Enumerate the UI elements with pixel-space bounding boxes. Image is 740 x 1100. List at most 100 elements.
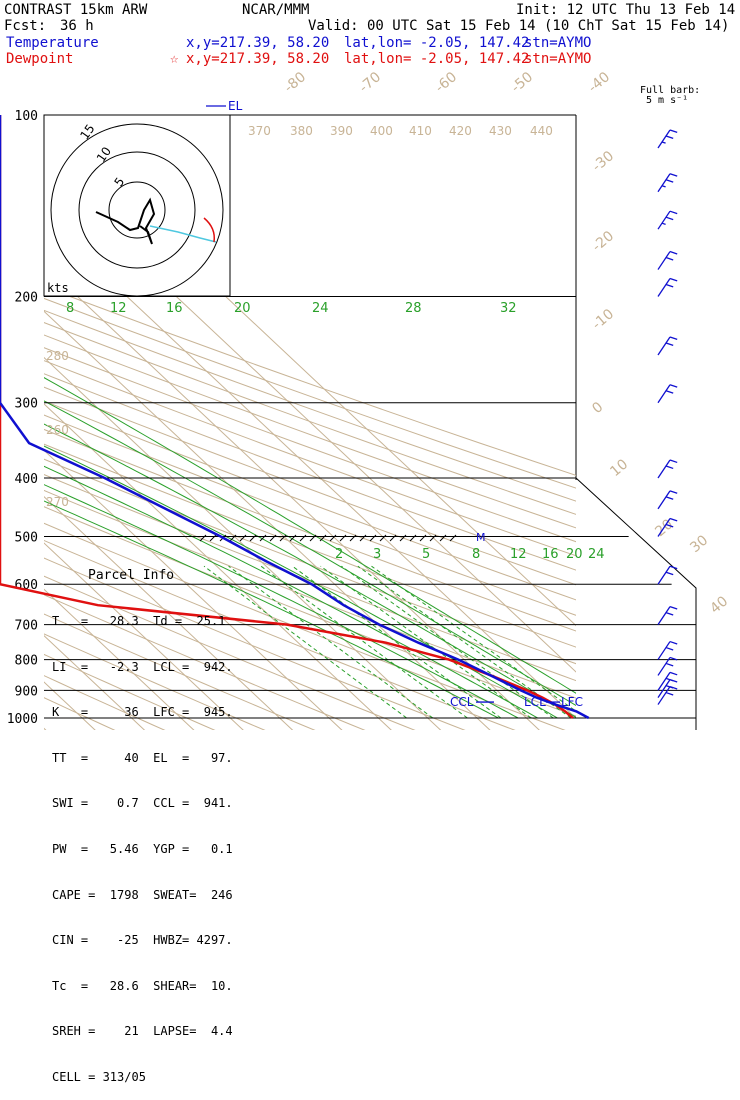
isentrope-label: 440	[530, 124, 553, 138]
wind-barb	[657, 490, 671, 510]
pressure-tick-label: 100	[15, 109, 38, 124]
wind-barb	[657, 459, 671, 479]
wind-barb-flag	[665, 662, 674, 667]
mixing-ratio-line	[320, 565, 532, 719]
dry-adiabat	[44, 594, 366, 730]
isotherm	[44, 495, 294, 730]
parcel-row: SREH = 21 LAPSE= 4.4	[52, 1024, 233, 1039]
wind-barb	[657, 251, 671, 270]
hatch-mark	[229, 534, 237, 542]
hatch-mark	[449, 534, 457, 542]
hatch-mark	[359, 534, 367, 542]
wind-barb-flag	[665, 216, 674, 221]
center-name: NCAR/MMM	[242, 2, 310, 18]
dewpoint-legend-latlon: lat,lon= -2.05, 147.42	[344, 51, 530, 67]
hatch-mark	[419, 534, 427, 542]
dewpoint-legend-marker: ☆	[170, 51, 179, 67]
dry-adiabat	[44, 539, 516, 730]
dewpoint-line	[0, 115, 574, 719]
mixing-ratio-line	[357, 565, 572, 719]
hodograph-trace-red	[203, 217, 216, 243]
dry-adiabat	[44, 522, 566, 730]
mixing-ratio-label: 20	[566, 547, 583, 562]
hodograph-units: kts	[47, 281, 69, 295]
parcel-info-panel: Parcel Info T = 28.3 Td = 25.1 LI = -2.3…	[0, 538, 240, 1100]
mixing-ratio-label: 28	[405, 301, 422, 316]
wind-barb	[657, 518, 671, 537]
dry-adiabat	[44, 653, 216, 730]
hatch-mark	[399, 534, 407, 542]
hatch-mark	[299, 534, 307, 542]
hatch-mark	[349, 534, 357, 542]
dry-adiabat	[44, 443, 576, 648]
wind-barb-flag	[669, 173, 678, 177]
isentrope-label: 370	[248, 124, 271, 138]
hodograph-ring	[78, 151, 196, 269]
el-label: EL	[228, 99, 243, 113]
parcel-row: CIN = -25 HWBZ= 4297.	[52, 933, 233, 948]
dry-adiabat	[44, 360, 576, 557]
mixing-ratio-label: 16	[166, 301, 183, 316]
isotherm-label: -20	[589, 228, 617, 255]
isotherm	[44, 449, 343, 730]
wind-barb-flag	[669, 459, 678, 464]
isotherm-label: -10	[589, 306, 617, 333]
mixing-ratio-line	[371, 565, 576, 712]
forecast-hours: 36 h	[60, 18, 94, 34]
isotherm-label: -30	[589, 148, 617, 175]
isentrope-label: 410	[409, 124, 432, 138]
hatch-mark	[439, 534, 447, 542]
wind-barb-flag	[661, 185, 666, 188]
wind-barb	[657, 129, 671, 149]
mixing-ratio-line	[341, 565, 554, 719]
pressure-tick-label: 300	[15, 397, 38, 412]
isotherm-label: 10	[607, 456, 631, 480]
hatch-mark	[239, 534, 247, 542]
dry-adiabat	[44, 286, 576, 476]
mixing-ratio-label: 12	[510, 547, 527, 562]
hodograph-box	[43, 114, 231, 297]
hatch-mark	[429, 534, 437, 542]
dry-adiabat	[44, 414, 576, 616]
wind-barb	[657, 210, 671, 230]
temperature-line	[0, 115, 590, 720]
barb-title-line2: 5 m s⁻¹	[646, 95, 689, 106]
barb-title-line1: Full barb:	[640, 85, 701, 96]
mixing-ratio-label: 8	[66, 301, 74, 316]
wind-barb-flag	[669, 336, 678, 340]
hatch-mark	[249, 534, 257, 542]
wind-barb	[657, 173, 671, 193]
wind-barb-flag	[669, 565, 678, 570]
parcel-info-title: Parcel Info	[88, 568, 175, 584]
parcel-row: CELL = 313/05	[52, 1069, 146, 1084]
wind-barb-flag	[669, 250, 678, 255]
temperature-legend-station: stn=AYMO	[524, 35, 592, 51]
isotherm	[44, 403, 392, 730]
init-time: Init: 12 UTC Thu 13 Feb 14	[516, 2, 736, 18]
isotherm	[44, 310, 491, 730]
hatch-mark	[379, 534, 387, 542]
wind-barb-flag	[665, 256, 674, 261]
isotherm	[44, 588, 195, 730]
pressure-tick-label: 200	[15, 291, 38, 306]
isentrope-label: 420	[449, 124, 472, 138]
mixing-ratio-label: 5	[422, 547, 430, 562]
pressure-tick-label: 1000	[7, 712, 38, 727]
isotherm-label: 40	[707, 593, 731, 617]
wind-barb	[657, 336, 671, 356]
mixing-ratio-label: 8	[472, 547, 480, 562]
wind-barb-flag	[665, 523, 674, 528]
isotherm-label: 30	[687, 532, 711, 556]
wind-barb-flag	[669, 490, 678, 494]
dry-adiabat	[44, 309, 576, 502]
hodograph-trace	[95, 197, 156, 245]
m-label: M	[476, 531, 486, 544]
isotherm-label: -40	[585, 69, 613, 96]
wind-barb	[657, 657, 671, 676]
hatch-mark	[309, 534, 317, 542]
mixing-ratio-label: 20	[234, 301, 251, 316]
wind-barb	[657, 686, 671, 705]
dry-adiabat	[44, 297, 576, 489]
hatch-mark	[209, 534, 217, 542]
